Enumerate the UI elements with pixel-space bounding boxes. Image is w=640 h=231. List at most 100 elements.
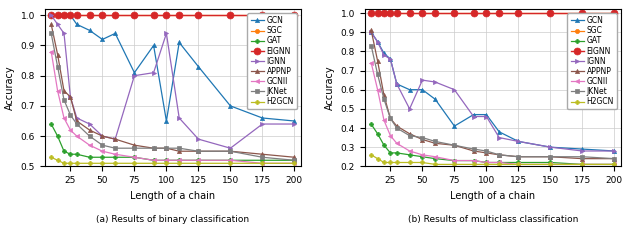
H2GCN bbox=[131, 162, 138, 165]
H2GCN bbox=[547, 163, 554, 166]
GCNII bbox=[131, 156, 138, 159]
JKNet bbox=[451, 144, 458, 147]
SGC bbox=[387, 12, 394, 15]
EIGNN bbox=[163, 14, 170, 17]
GCNII bbox=[547, 163, 554, 166]
IGNN bbox=[60, 32, 68, 35]
APPNP bbox=[393, 125, 401, 128]
IGNN bbox=[47, 14, 55, 17]
GCNII bbox=[175, 159, 183, 162]
IGNN bbox=[387, 58, 394, 61]
APPNP bbox=[86, 129, 93, 131]
H2GCN bbox=[515, 163, 522, 166]
GAT bbox=[393, 152, 401, 154]
GCNII bbox=[495, 161, 503, 164]
JKNet bbox=[47, 32, 55, 35]
GCNII bbox=[393, 142, 401, 145]
H2GCN bbox=[406, 161, 413, 164]
APPNP bbox=[380, 94, 388, 97]
H2GCN bbox=[259, 162, 266, 165]
EIGNN bbox=[367, 12, 375, 15]
GCN bbox=[483, 113, 490, 116]
JKNet bbox=[387, 117, 394, 120]
EIGNN bbox=[483, 12, 490, 15]
GCN bbox=[406, 88, 413, 91]
JKNet bbox=[73, 123, 81, 125]
H2GCN bbox=[47, 156, 55, 159]
H2GCN bbox=[419, 161, 426, 164]
APPNP bbox=[150, 147, 157, 150]
GCNII bbox=[515, 163, 522, 166]
H2GCN bbox=[470, 163, 477, 166]
EIGNN bbox=[131, 14, 138, 17]
GCNII bbox=[470, 159, 477, 162]
GAT bbox=[131, 156, 138, 159]
IGNN bbox=[227, 147, 234, 150]
EIGNN bbox=[380, 12, 388, 15]
JKNet bbox=[54, 65, 61, 68]
JKNet bbox=[547, 155, 554, 158]
Line: GCNII: GCNII bbox=[369, 61, 616, 167]
JKNet bbox=[67, 114, 74, 116]
APPNP bbox=[470, 150, 477, 152]
APPNP bbox=[291, 156, 298, 159]
H2GCN bbox=[393, 161, 401, 164]
SGC bbox=[611, 12, 618, 15]
EIGNN bbox=[406, 12, 413, 15]
SGC bbox=[291, 14, 298, 17]
SGC bbox=[393, 12, 401, 15]
SGC bbox=[367, 12, 375, 15]
GAT bbox=[195, 159, 202, 162]
SGC bbox=[175, 14, 183, 17]
GAT bbox=[60, 150, 68, 153]
GAT bbox=[73, 153, 81, 156]
SGC bbox=[86, 14, 93, 17]
EIGNN bbox=[431, 12, 439, 15]
EIGNN bbox=[451, 12, 458, 15]
JKNet bbox=[163, 147, 170, 150]
GCN bbox=[393, 82, 401, 85]
IGNN bbox=[259, 123, 266, 125]
GCNII bbox=[419, 153, 426, 156]
IGNN bbox=[380, 54, 388, 57]
SGC bbox=[515, 12, 522, 15]
IGNN bbox=[163, 32, 170, 35]
SGC bbox=[227, 14, 234, 17]
EIGNN bbox=[393, 12, 401, 15]
IGNN bbox=[470, 115, 477, 118]
GCN bbox=[419, 88, 426, 91]
APPNP bbox=[163, 147, 170, 150]
EIGNN bbox=[60, 14, 68, 17]
IGNN bbox=[611, 150, 618, 152]
APPNP bbox=[111, 138, 119, 140]
JKNet bbox=[515, 155, 522, 158]
GCN bbox=[227, 104, 234, 107]
APPNP bbox=[387, 117, 394, 120]
JKNet bbox=[470, 148, 477, 150]
H2GCN bbox=[175, 162, 183, 165]
EIGNN bbox=[150, 14, 157, 17]
Line: GCN: GCN bbox=[49, 13, 296, 123]
H2GCN bbox=[374, 157, 381, 160]
JKNet bbox=[291, 159, 298, 162]
EIGNN bbox=[374, 12, 381, 15]
GCN bbox=[60, 14, 68, 17]
H2GCN bbox=[431, 163, 439, 166]
GCNII bbox=[99, 150, 106, 153]
GCN bbox=[380, 52, 388, 55]
IGNN bbox=[99, 135, 106, 137]
H2GCN bbox=[163, 162, 170, 165]
JKNet bbox=[195, 150, 202, 153]
SGC bbox=[150, 14, 157, 17]
GCNII bbox=[291, 162, 298, 165]
GCNII bbox=[195, 159, 202, 162]
APPNP bbox=[611, 157, 618, 160]
EIGNN bbox=[387, 12, 394, 15]
H2GCN bbox=[67, 162, 74, 165]
EIGNN bbox=[111, 14, 119, 17]
SGC bbox=[451, 12, 458, 15]
JKNet bbox=[611, 157, 618, 160]
Text: (b) Results of multiclass classification: (b) Results of multiclass classification bbox=[408, 215, 578, 224]
IGNN bbox=[175, 117, 183, 119]
EIGNN bbox=[47, 14, 55, 17]
